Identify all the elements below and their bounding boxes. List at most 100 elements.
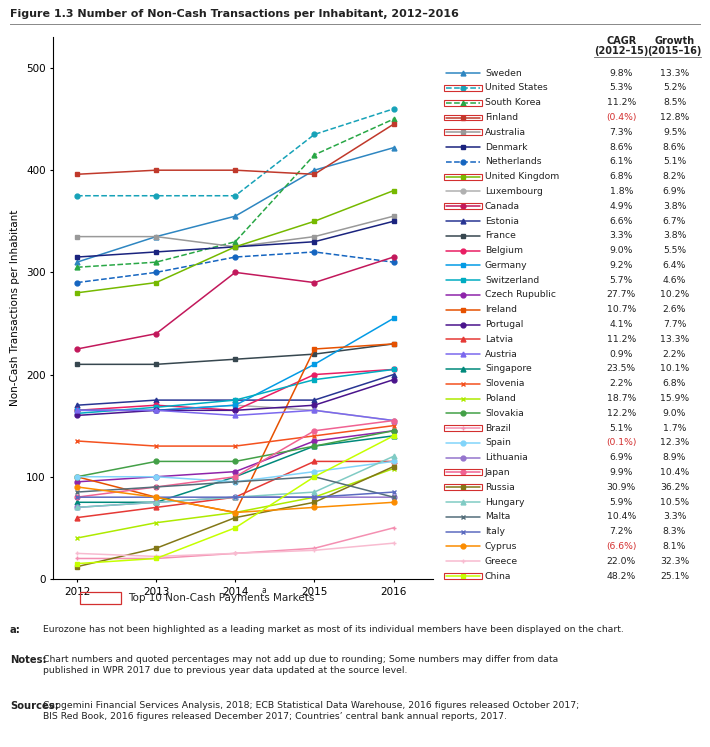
Text: 27.7%: 27.7%: [606, 291, 636, 300]
Text: Finland: Finland: [485, 113, 518, 122]
Text: Italy: Italy: [485, 527, 505, 536]
Text: 6.7%: 6.7%: [663, 217, 686, 226]
Text: Notes:: Notes:: [10, 655, 47, 665]
Text: 9.2%: 9.2%: [610, 261, 633, 270]
Text: 2.6%: 2.6%: [663, 306, 686, 314]
Text: China: China: [485, 571, 511, 580]
Text: 6.1%: 6.1%: [610, 158, 633, 167]
Text: Cyprus: Cyprus: [485, 542, 518, 551]
Text: Belgium: Belgium: [485, 246, 523, 255]
Text: Austria: Austria: [485, 350, 518, 359]
Text: 8.6%: 8.6%: [610, 143, 633, 152]
Text: France: France: [485, 232, 515, 241]
Text: 7.3%: 7.3%: [610, 128, 633, 137]
Text: Portugal: Portugal: [485, 320, 523, 329]
Text: 7.2%: 7.2%: [610, 527, 633, 536]
Text: 9.5%: 9.5%: [663, 128, 686, 137]
Y-axis label: Non-Cash Transactions per Inhabitant: Non-Cash Transactions per Inhabitant: [11, 210, 21, 406]
Text: 4.9%: 4.9%: [610, 202, 633, 211]
Text: 2.2%: 2.2%: [663, 350, 686, 359]
Text: United Kingdom: United Kingdom: [485, 172, 559, 182]
Text: a: a: [262, 586, 267, 595]
Text: 4.1%: 4.1%: [610, 320, 633, 329]
Text: 36.2%: 36.2%: [660, 483, 689, 492]
Text: 9.8%: 9.8%: [610, 69, 633, 78]
Text: 9.9%: 9.9%: [610, 468, 633, 477]
Text: Russia: Russia: [485, 483, 515, 492]
Text: 8.1%: 8.1%: [663, 542, 686, 551]
Text: 12.8%: 12.8%: [660, 113, 689, 122]
Text: Poland: Poland: [485, 394, 515, 403]
Text: 48.2%: 48.2%: [606, 571, 636, 580]
Text: Czech Rupublic: Czech Rupublic: [485, 291, 556, 300]
Text: (2012–15): (2012–15): [594, 46, 648, 55]
Text: Slovakia: Slovakia: [485, 409, 524, 418]
Text: 10.4%: 10.4%: [660, 468, 689, 477]
Text: Brazil: Brazil: [485, 424, 510, 433]
Text: Netherlands: Netherlands: [485, 158, 542, 167]
Text: 18.7%: 18.7%: [606, 394, 636, 403]
Text: 10.1%: 10.1%: [660, 365, 689, 374]
Text: 6.8%: 6.8%: [663, 379, 686, 388]
Text: 12.3%: 12.3%: [660, 438, 689, 447]
Text: 7.7%: 7.7%: [663, 320, 686, 329]
Text: (2015–16): (2015–16): [648, 46, 701, 55]
Text: Singapore: Singapore: [485, 365, 532, 374]
Text: United States: United States: [485, 84, 547, 93]
Text: Sweden: Sweden: [485, 69, 522, 78]
Text: 5.2%: 5.2%: [663, 84, 686, 93]
Text: 3.3%: 3.3%: [610, 232, 633, 241]
Text: 32.3%: 32.3%: [660, 557, 689, 565]
Text: Spain: Spain: [485, 438, 510, 447]
Text: 8.5%: 8.5%: [663, 98, 686, 108]
Text: 10.4%: 10.4%: [606, 512, 636, 521]
Text: 9.0%: 9.0%: [610, 246, 633, 255]
Text: 5.9%: 5.9%: [610, 498, 633, 506]
Text: 1.7%: 1.7%: [663, 424, 686, 433]
Text: Denmark: Denmark: [485, 143, 528, 152]
Text: 6.4%: 6.4%: [663, 261, 686, 270]
Text: (6.6%): (6.6%): [606, 542, 636, 551]
Text: Hungary: Hungary: [485, 498, 525, 506]
Text: 15.9%: 15.9%: [660, 394, 689, 403]
Text: Luxembourg: Luxembourg: [485, 187, 543, 196]
Text: South Korea: South Korea: [485, 98, 541, 108]
Text: 13.3%: 13.3%: [660, 335, 689, 344]
Text: 9.0%: 9.0%: [663, 409, 686, 418]
Text: 5.3%: 5.3%: [610, 84, 633, 93]
Text: Japan: Japan: [485, 468, 510, 477]
Text: a:: a:: [10, 625, 21, 635]
Text: Slovenia: Slovenia: [485, 379, 525, 388]
Text: 11.2%: 11.2%: [606, 98, 636, 108]
Text: 25.1%: 25.1%: [660, 571, 689, 580]
Text: Top 10 Non-Cash Payments Markets: Top 10 Non-Cash Payments Markets: [128, 593, 315, 604]
Text: 3.8%: 3.8%: [663, 202, 686, 211]
Text: Figure 1.3 Number of Non-Cash Transactions per Inhabitant, 2012–2016: Figure 1.3 Number of Non-Cash Transactio…: [10, 9, 459, 19]
Text: 8.6%: 8.6%: [663, 143, 686, 152]
Text: 12.2%: 12.2%: [606, 409, 636, 418]
Text: 4.6%: 4.6%: [663, 276, 686, 285]
Text: 6.6%: 6.6%: [610, 217, 633, 226]
Text: 11.2%: 11.2%: [606, 335, 636, 344]
Text: 3.8%: 3.8%: [663, 232, 686, 241]
Text: Ireland: Ireland: [485, 306, 517, 314]
Text: Latvia: Latvia: [485, 335, 513, 344]
Text: Germany: Germany: [485, 261, 528, 270]
Text: CAGR: CAGR: [606, 36, 636, 46]
Text: Chart numbers and quoted percentages may not add up due to rounding; Some number: Chart numbers and quoted percentages may…: [43, 655, 558, 675]
Text: (0.1%): (0.1%): [606, 438, 636, 447]
Text: 0.9%: 0.9%: [610, 350, 633, 359]
Text: 30.9%: 30.9%: [606, 483, 636, 492]
Text: 10.7%: 10.7%: [606, 306, 636, 314]
Text: 5.5%: 5.5%: [663, 246, 686, 255]
Text: 8.3%: 8.3%: [663, 527, 686, 536]
Text: Eurozone has not been highlighted as a leading market as most of its individual : Eurozone has not been highlighted as a l…: [43, 625, 623, 634]
Text: 13.3%: 13.3%: [660, 69, 689, 78]
Text: Growth: Growth: [655, 36, 694, 46]
Text: 6.9%: 6.9%: [663, 187, 686, 196]
Text: 1.8%: 1.8%: [610, 187, 633, 196]
Text: 5.7%: 5.7%: [610, 276, 633, 285]
Text: 6.9%: 6.9%: [610, 453, 633, 462]
Text: Estonia: Estonia: [485, 217, 519, 226]
Text: Lithuania: Lithuania: [485, 453, 528, 462]
